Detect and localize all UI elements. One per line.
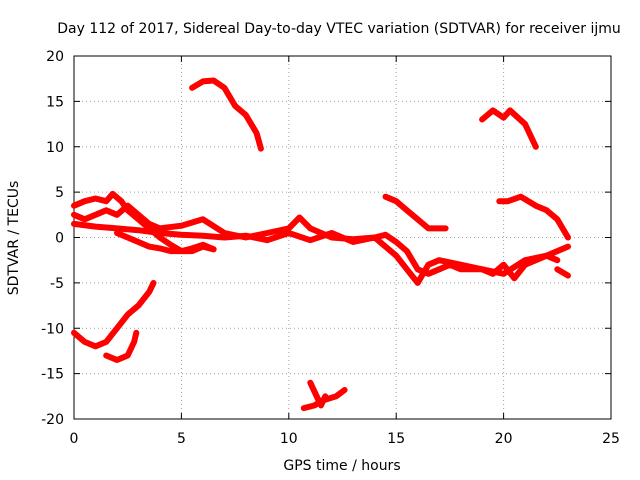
series-track-9 <box>307 379 329 409</box>
axis-ticks: 0 5 10 15 20 25 -20 -15 -10 -5 0 5 10 15 20 <box>41 49 620 447</box>
series-track-12 <box>496 193 571 241</box>
series-track-11 <box>479 107 539 150</box>
x-tick-label: 5 <box>177 431 186 447</box>
series-track-6 <box>103 329 140 363</box>
y-tick-label: -20 <box>41 412 64 428</box>
series-track-13 <box>554 266 571 279</box>
y-tick-label: -15 <box>41 367 64 383</box>
series-track-10 <box>382 193 449 232</box>
y-tick-label: -5 <box>50 276 64 292</box>
y-tick-label: 20 <box>46 49 64 65</box>
y-tick-label: 5 <box>55 185 64 201</box>
y-axis-label: SDTVAR / TECUs <box>6 181 22 296</box>
x-axis-label: GPS time / hours <box>283 458 400 474</box>
x-tick-label: 15 <box>387 431 405 447</box>
y-tick-label: 0 <box>55 231 64 247</box>
y-tick-label: -10 <box>41 321 64 337</box>
x-tick-label: 20 <box>495 431 513 447</box>
x-tick-label: 25 <box>602 431 620 447</box>
series-track-5 <box>71 279 157 350</box>
y-tick-label: 15 <box>46 94 64 110</box>
data-series <box>71 77 571 412</box>
x-tick-label: 0 <box>70 431 79 447</box>
series-track-7 <box>189 77 264 152</box>
series-track-2 <box>71 202 571 282</box>
chart-title: Day 112 of 2017, Sidereal Day-to-day VTE… <box>57 21 621 37</box>
series-track-4 <box>114 230 217 255</box>
series-track-3 <box>71 220 561 286</box>
x-tick-label: 10 <box>280 431 298 447</box>
y-tick-label: 10 <box>46 140 64 156</box>
